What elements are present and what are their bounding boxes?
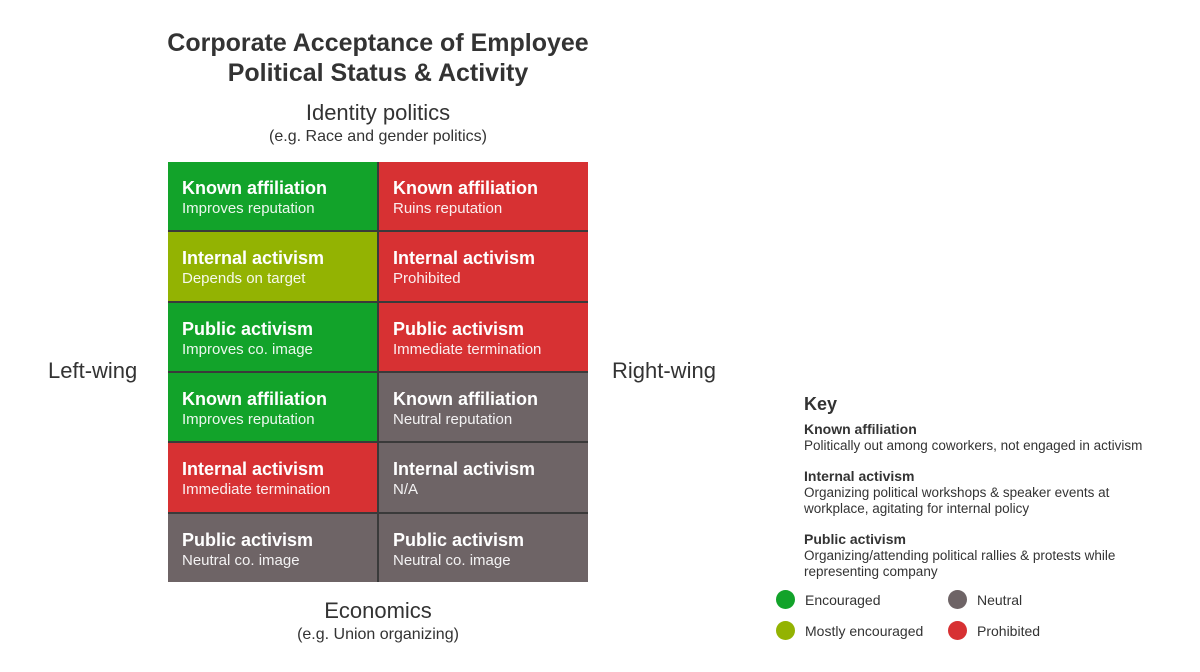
key-term: Known affiliation bbox=[804, 421, 917, 437]
legend-label: Encouraged bbox=[805, 591, 881, 608]
key-panel: Key Known affiliation Politically out am… bbox=[804, 394, 1184, 594]
key-item: Public activism Organizing/attending pol… bbox=[804, 531, 1184, 580]
legend-label: Mostly encouraged bbox=[805, 622, 924, 639]
cell-outcome: Improves reputation bbox=[182, 411, 315, 428]
cell-identity-right-internal: Internal activism Prohibited bbox=[379, 232, 588, 301]
cell-heading: Internal activism bbox=[393, 459, 536, 480]
cell-heading: Internal activism bbox=[182, 248, 325, 269]
bottom-axis-subtitle: (e.g. Union organizing) bbox=[297, 626, 459, 643]
top-axis-label: Identity politics (e.g. Race and gender … bbox=[168, 100, 588, 146]
cell-economics-right-known: Known affiliation Neutral reputation bbox=[379, 373, 588, 442]
cell-identity-left-known: Known affiliation Improves reputation bbox=[168, 162, 377, 231]
bottom-axis-label: Economics (e.g. Union organizing) bbox=[168, 598, 588, 644]
cell-outcome: Prohibited bbox=[393, 270, 461, 288]
cell-outcome: Immediate termination bbox=[182, 481, 331, 499]
cell-heading: Public activism bbox=[393, 318, 525, 339]
chart-title: Corporate Acceptance of Employee Politic… bbox=[128, 28, 628, 88]
legend-label: Neutral bbox=[977, 591, 1023, 608]
left-axis-label: Left-wing bbox=[48, 358, 138, 383]
cell-economics-left-public: Public activism Neutral co. image bbox=[168, 513, 377, 582]
olive-dot-icon bbox=[776, 621, 795, 640]
red-dot-icon bbox=[948, 621, 967, 640]
cell-heading: Known affiliation bbox=[182, 389, 327, 409]
cell-identity-right-public: Public activism Immediate termination bbox=[379, 302, 588, 371]
cell-outcome: Neutral co. image bbox=[182, 551, 300, 569]
key-term: Internal activism bbox=[804, 468, 915, 484]
green-dot-icon bbox=[776, 590, 795, 609]
legend-encouraged: Encouraged bbox=[776, 590, 881, 609]
key-item: Known affiliation Politically out among … bbox=[804, 421, 1184, 454]
key-definition: Politically out among coworkers, not eng… bbox=[804, 438, 1143, 453]
title-line-1: Corporate Acceptance of Employee bbox=[167, 29, 589, 57]
key-definition: Organizing/attending political rallies &… bbox=[804, 548, 1116, 579]
cell-outcome: N/A bbox=[393, 481, 419, 499]
cell-outcome: Immediate termination bbox=[393, 340, 542, 358]
key-title: Key bbox=[804, 394, 838, 414]
key-definition: Organizing political workshops & speaker… bbox=[804, 485, 1110, 516]
cell-heading: Public activism bbox=[182, 529, 314, 550]
legend-label: Prohibited bbox=[977, 622, 1041, 639]
cell-identity-right-known: Known affiliation Ruins reputation bbox=[379, 162, 588, 231]
legend-neutral: Neutral bbox=[948, 590, 1022, 609]
cell-heading: Known affiliation bbox=[393, 389, 538, 409]
cell-heading: Internal activism bbox=[182, 459, 325, 480]
right-axis-label: Right-wing bbox=[612, 358, 716, 383]
key-item: Internal activism Organizing political w… bbox=[804, 468, 1184, 517]
cell-outcome: Improves co. image bbox=[182, 340, 313, 358]
cell-heading: Known affiliation bbox=[393, 178, 538, 198]
acceptance-matrix: Known affiliation Improves reputation Kn… bbox=[168, 162, 588, 582]
cell-economics-left-known: Known affiliation Improves reputation bbox=[168, 373, 377, 442]
cell-outcome: Depends on target bbox=[182, 270, 306, 288]
cell-heading: Internal activism bbox=[393, 248, 536, 269]
cell-economics-left-internal: Internal activism Immediate termination bbox=[168, 443, 377, 512]
title-line-2: Political Status & Activity bbox=[227, 59, 529, 87]
legend-mostly-encouraged: Mostly encouraged bbox=[776, 621, 923, 640]
gray-dot-icon bbox=[948, 590, 967, 609]
key-term: Public activism bbox=[804, 531, 906, 547]
legend-prohibited: Prohibited bbox=[948, 621, 1040, 640]
cell-economics-right-internal: Internal activism N/A bbox=[379, 443, 588, 512]
top-axis-title: Identity politics bbox=[305, 100, 451, 125]
cell-economics-right-public: Public activism Neutral co. image bbox=[379, 513, 588, 582]
cell-identity-left-public: Public activism Improves co. image bbox=[168, 302, 377, 371]
cell-identity-left-internal: Internal activism Depends on target bbox=[168, 232, 377, 301]
cell-heading: Known affiliation bbox=[182, 178, 327, 198]
cell-outcome: Neutral reputation bbox=[393, 411, 513, 428]
cell-heading: Public activism bbox=[393, 529, 525, 550]
cell-outcome: Neutral co. image bbox=[393, 551, 511, 569]
bottom-axis-title: Economics bbox=[324, 598, 432, 623]
cell-outcome: Improves reputation bbox=[182, 200, 315, 217]
top-axis-subtitle: (e.g. Race and gender politics) bbox=[269, 128, 487, 145]
cell-heading: Public activism bbox=[182, 318, 314, 339]
cell-outcome: Ruins reputation bbox=[393, 200, 503, 217]
